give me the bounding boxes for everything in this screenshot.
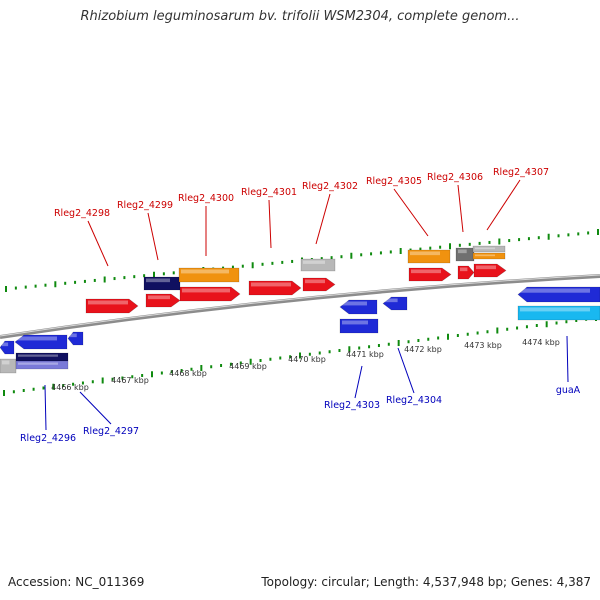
gene-label-leader [457, 184, 464, 233]
coordinate-tick-label: 4470 kbp [288, 355, 326, 364]
gene-rleg2-4304[interactable] [382, 296, 408, 311]
gene-guaA[interactable] [517, 286, 600, 303]
gene-label-leader [393, 188, 429, 237]
forward-gene-label[interactable]: Rleg2_4298 [54, 208, 110, 219]
gene-rleg2-4307-feature-top[interactable] [472, 245, 506, 253]
gene-rleg2-4296-feature-top[interactable] [15, 352, 69, 362]
coordinate-tick-label: 4467 kbp [111, 376, 149, 385]
gene-rleg2-4298[interactable] [85, 298, 139, 314]
gene-rleg2-4300-feature[interactable] [178, 267, 240, 283]
gene-label-leader [397, 347, 415, 394]
gene-reverse-edge-feature[interactable] [0, 358, 17, 374]
gene-rleg2-4306-feature[interactable] [455, 247, 475, 262]
gene-rleg2-4303[interactable] [339, 299, 378, 315]
gene-label-leader [44, 384, 47, 431]
gene-rleg2-4296[interactable] [14, 334, 68, 350]
reverse-gene-label[interactable]: Rleg2_4296 [20, 433, 76, 444]
reverse-gene-label[interactable]: Rleg2_4303 [324, 400, 380, 411]
gene-label-leader [268, 199, 272, 249]
coordinate-tick-label: 4474 kbp [522, 338, 560, 347]
forward-gene-label[interactable]: Rleg2_4300 [178, 193, 234, 204]
reverse-gene-label[interactable]: Rleg2_4304 [386, 395, 442, 406]
reverse-gene-label[interactable]: guaA [556, 385, 581, 396]
forward-gene-label[interactable]: Rleg2_4306 [427, 172, 483, 183]
coordinate-tick-label: 4471 kbp [346, 350, 384, 359]
genome-stats-text: Topology: circular; Length: 4,537,948 bp… [261, 575, 591, 589]
gene-rleg2-4307[interactable] [473, 263, 507, 278]
gene-label-leader [147, 212, 159, 261]
reverse-gene-label[interactable]: Rleg2_4297 [83, 426, 139, 437]
gene-guaA-feature[interactable] [517, 305, 600, 321]
coordinate-tick-label: 4472 kbp [404, 345, 442, 354]
gene-rleg2-4303-feature[interactable] [339, 318, 379, 334]
gene-label-leader [566, 335, 569, 383]
gene-rleg2-4300[interactable] [179, 286, 241, 302]
gene-rleg2-4299-feature[interactable] [143, 276, 181, 291]
coordinate-tick-label: 4473 kbp [464, 341, 502, 350]
forward-gene-label[interactable]: Rleg2_4307 [493, 167, 549, 178]
gene-rleg2-4297[interactable] [67, 331, 84, 346]
forward-gene-label[interactable]: Rleg2_4305 [366, 176, 422, 187]
gene-label-leader [79, 391, 112, 425]
gene-rleg2-4306[interactable] [457, 265, 475, 280]
gene-rleg2-4305[interactable] [408, 267, 452, 282]
gene-reverse-edge[interactable] [0, 340, 15, 355]
coordinate-tick-label: 4468 kbp [169, 369, 207, 378]
gene-rleg2-4302[interactable] [302, 277, 336, 292]
gene-rleg2-4299[interactable] [145, 293, 181, 308]
forward-gene-label[interactable]: Rleg2_4302 [302, 181, 358, 192]
page-title: Rhizobium leguminosarum bv. trifolii WSM… [80, 9, 520, 24]
gene-rleg2-4305-feature[interactable] [407, 249, 451, 264]
gene-rleg2-4296-feature-bottom[interactable] [15, 360, 69, 370]
accession-text: Accession: NC_011369 [8, 575, 145, 589]
forward-gene-label[interactable]: Rleg2_4299 [117, 200, 173, 211]
gene-rleg2-4301[interactable] [248, 280, 302, 296]
coordinate-tick-label: 4466 kbp [51, 383, 89, 392]
gene-label-leader [87, 220, 109, 267]
gene-rleg2-4307-feature-bottom[interactable] [472, 252, 506, 260]
gene-label-leader [354, 365, 363, 399]
gene-label-leader [315, 193, 331, 245]
gene-label-leader [486, 179, 521, 231]
genome-backbone [0, 274, 600, 339]
gene-rleg2-4302-feature[interactable] [300, 258, 336, 272]
forward-gene-label[interactable]: Rleg2_4301 [241, 187, 297, 198]
coordinate-tick-label: 4469 kbp [229, 362, 267, 371]
